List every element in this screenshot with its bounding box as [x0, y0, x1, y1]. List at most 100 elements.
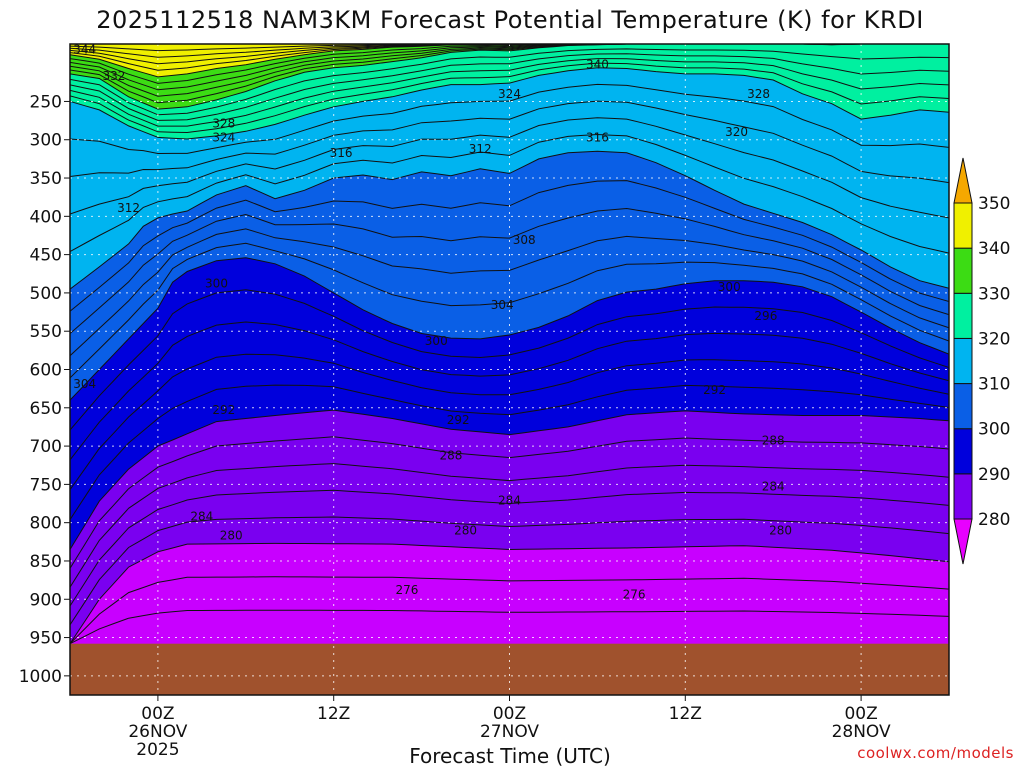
colorbar: 280 290 300 310 320 330 340 350 [953, 157, 1010, 565]
contour-line [70, 117, 949, 219]
contour-label: 316 [586, 130, 609, 144]
y-tick-label: 600 [30, 361, 62, 381]
contour-label: 288 [439, 448, 462, 462]
y-tick-label: 400 [30, 207, 62, 227]
y-tick-label: 250 [30, 92, 62, 112]
y-tick-label: 450 [30, 246, 62, 266]
colorbar-swatch [953, 473, 973, 520]
contour-label: 300 [425, 334, 448, 348]
y-tick-label: 700 [30, 437, 62, 457]
x-tick-label: 00Z [141, 704, 174, 724]
x-tick-label: 12Z [669, 704, 702, 724]
contour-label: 292 [447, 413, 470, 427]
y-tick-label: 950 [30, 629, 62, 649]
contour-label: 340 [586, 58, 609, 72]
colorbar-top-arrow [953, 157, 973, 204]
contour-label: 324 [212, 130, 235, 144]
contour-label: 308 [513, 233, 536, 247]
contour-label: 328 [212, 117, 235, 131]
contour-line [70, 44, 949, 97]
contour-line [70, 242, 949, 379]
contour-label: 296 [754, 309, 777, 323]
x-tick-label: 00Z [493, 704, 526, 724]
contour-line [70, 44, 949, 91]
chart-title: 2025112518 NAM3KM Forecast Potential Tem… [96, 6, 924, 34]
contour-line [70, 67, 949, 140]
contour-line [70, 62, 949, 134]
contour-line [70, 228, 949, 357]
contour-label: 324 [498, 87, 521, 101]
y-tick-label: 750 [30, 475, 62, 495]
credit-text[interactable]: coolwx.com/models [857, 744, 1014, 762]
contour-label: 284 [190, 510, 213, 524]
colorbar-label: 350 [978, 194, 1010, 214]
y-tick-label: 1000 [19, 667, 62, 687]
contour-line [70, 516, 949, 626]
contour-label: 300 [205, 277, 228, 291]
contour-label: 316 [330, 146, 353, 160]
contour-line [70, 576, 949, 645]
colorbar-swatch [953, 202, 973, 249]
contour-line [70, 58, 949, 127]
contour-line [70, 48, 949, 116]
contour-line [70, 257, 949, 401]
contour-label: 312 [117, 201, 140, 215]
colorbar-label: 300 [978, 420, 1010, 440]
x-tick-label: 28NOV [832, 722, 891, 742]
contour-label: 280 [454, 523, 477, 537]
colorbar-swatch [953, 383, 973, 430]
y-tick-label: 350 [30, 169, 62, 189]
x-tick-label: 00Z [844, 704, 877, 724]
colorbar-swatch [953, 337, 973, 385]
contour-label: 304 [491, 298, 514, 312]
contour-label: 304 [73, 377, 96, 391]
contour-line [70, 44, 949, 84]
contour-label: 280 [769, 523, 792, 537]
contour-line [70, 409, 949, 550]
x-tick-label: 27NOV [480, 722, 539, 742]
colorbar-label: 310 [978, 375, 1010, 395]
contour-line [70, 289, 949, 431]
terrain [70, 643, 949, 695]
contour-label: 284 [762, 480, 785, 494]
y-tick-label: 900 [30, 590, 62, 610]
contour-label: 320 [725, 125, 748, 139]
x-axis-label: Forecast Time (UTC) [409, 744, 611, 768]
y-tick-label: 550 [30, 322, 62, 342]
contour-label: 292 [703, 383, 726, 397]
contour-label: 332 [102, 69, 125, 83]
x-tick-label: 12Z [317, 704, 350, 724]
y-tick-label: 650 [30, 399, 62, 419]
contour-line [70, 133, 949, 254]
contour-label: 344 [73, 42, 96, 56]
y-tick-label: 850 [30, 552, 62, 572]
contour-line [70, 150, 949, 290]
contour-label: 288 [762, 434, 785, 448]
x-tick-label: 2025 [136, 740, 179, 760]
colorbar-label: 290 [978, 465, 1010, 485]
y-tick-label: 800 [30, 514, 62, 534]
contour-line [70, 463, 949, 588]
contour-label: 276 [623, 588, 646, 602]
contour-label: 280 [220, 529, 243, 543]
contour-line [70, 100, 949, 184]
contour-label: 284 [498, 493, 521, 507]
contour-line [70, 44, 949, 104]
colorbar-swatch [953, 247, 973, 294]
colorbar-label: 330 [978, 284, 1010, 304]
colorbar-label: 320 [978, 329, 1010, 349]
contour-label: 292 [212, 403, 235, 417]
colorbar-bottom-arrow [953, 518, 973, 565]
colorbar-label: 340 [978, 239, 1010, 259]
contour-label: 300 [718, 280, 741, 294]
y-tick-label: 300 [30, 131, 62, 151]
contour-label: 312 [469, 142, 492, 156]
contour-line [70, 44, 949, 110]
colorbar-label: 280 [978, 510, 1010, 530]
contour-line [70, 53, 949, 121]
y-tick-label: 500 [30, 284, 62, 304]
contour-line [70, 489, 949, 607]
contour-label: 276 [395, 583, 418, 597]
